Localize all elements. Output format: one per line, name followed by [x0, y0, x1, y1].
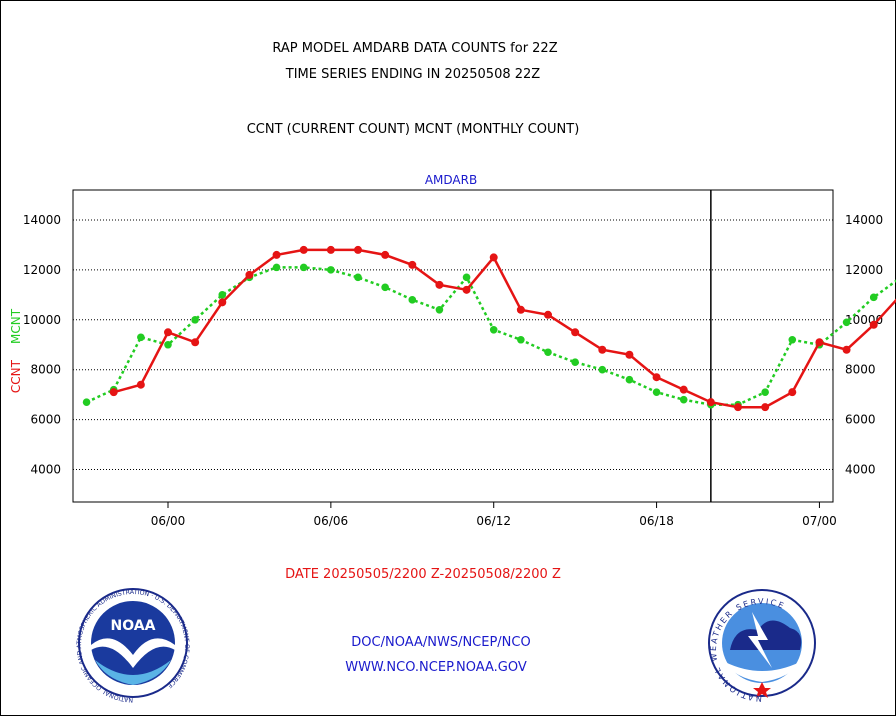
grid-lines [73, 219, 833, 471]
y-tick-label-right: 8000 [845, 363, 876, 377]
y-axis-label: CCNT MCNT [9, 308, 23, 393]
data-point-ccnt [408, 260, 417, 269]
chart-title-line2: TIME SERIES ENDING IN 20250508 22Z [285, 67, 541, 82]
data-point-mcnt [598, 365, 607, 374]
data-point-ccnt [299, 245, 308, 254]
plot-title: AMDARB [425, 173, 477, 187]
data-point-mcnt [354, 273, 362, 282]
nws-logo-icon: NATIONAL WEATHER SERVICE [708, 589, 816, 703]
data-point-mcnt [435, 306, 444, 314]
y-tick-label-left: 4000 [30, 463, 61, 477]
data-point-ccnt [815, 338, 824, 347]
data-point-ccnt [679, 385, 688, 394]
data-point-ccnt [164, 328, 172, 337]
data-point-ccnt [625, 350, 634, 359]
data-point-mcnt [137, 333, 145, 342]
data-point-mcnt [191, 315, 199, 324]
data-point-mcnt [842, 318, 851, 327]
y-tick-label-right: 4000 [845, 463, 876, 477]
series-ccnt [109, 245, 896, 412]
chart-subtitle: CCNT (CURRENT COUNT) MCNT (MONTHLY COUNT… [247, 122, 580, 137]
data-point-ccnt [489, 253, 498, 262]
plot-border [72, 189, 834, 503]
series-line-mcnt [86, 266, 896, 406]
y-tick-label-left: 8000 [30, 363, 61, 377]
data-point-mcnt [462, 273, 471, 282]
noaa-logo-icon: NOAA NATIONAL OCEANIC AND ATMOSPHERIC AD… [76, 588, 190, 703]
y-tick-label-right: 12000 [845, 263, 883, 277]
data-point-ccnt [544, 310, 552, 319]
data-point-mcnt [571, 358, 579, 367]
y-axis-label-ccnt: CCNT [9, 359, 23, 393]
data-point-mcnt [625, 375, 634, 384]
data-point-mcnt [272, 263, 281, 272]
data-point-ccnt [218, 298, 227, 307]
x-tick-label: 06/18 [639, 514, 674, 528]
data-point-ccnt [734, 403, 742, 412]
y-tick-label-left: 10000 [23, 313, 61, 327]
x-tick-label: 06/06 [314, 514, 349, 528]
noaa-logo-text: NOAA [111, 618, 156, 634]
organization-label: DOC/NOAA/NWS/NCEP/NCO [351, 635, 530, 650]
data-point-ccnt [191, 338, 200, 347]
data-point-ccnt [272, 250, 281, 259]
data-point-mcnt [164, 340, 172, 349]
data-point-ccnt [381, 250, 390, 259]
data-point-mcnt [218, 291, 227, 299]
x-tick-label: 06/00 [151, 514, 186, 528]
data-point-mcnt [489, 325, 498, 334]
data-point-ccnt [761, 403, 770, 412]
day-separators [710, 190, 712, 502]
data-point-ccnt [462, 285, 471, 294]
y-axis-label-mcnt: MCNT [9, 308, 23, 344]
data-point-ccnt [706, 398, 715, 407]
website-label: WWW.NCO.NCEP.NOAA.GOV [345, 660, 527, 675]
data-point-mcnt [869, 293, 878, 302]
data-point-mcnt [761, 388, 769, 396]
data-point-ccnt [788, 388, 797, 397]
y-tick-label-right: 6000 [845, 413, 876, 427]
data-point-ccnt [869, 320, 878, 329]
data-point-mcnt [517, 335, 525, 344]
data-point-mcnt [381, 283, 389, 292]
y-tick-label-right: 14000 [845, 213, 883, 227]
data-point-ccnt [435, 280, 444, 289]
data-point-ccnt [136, 380, 145, 389]
data-point-mcnt [544, 348, 552, 357]
chart-title-line1: RAP MODEL AMDARB DATA COUNTS for 22Z [272, 41, 557, 56]
x-tick-label: 07/00 [802, 514, 837, 528]
data-point-ccnt [842, 345, 851, 354]
y-tick-label-left: 14000 [23, 213, 61, 227]
data-point-mcnt [299, 263, 308, 272]
data-point-ccnt [245, 270, 254, 279]
x-tick-label: 06/12 [476, 514, 511, 528]
data-point-ccnt [326, 245, 335, 254]
y-tick-label-left: 12000 [23, 263, 61, 277]
data-point-mcnt [82, 398, 91, 406]
series-mcnt [82, 263, 896, 409]
data-point-mcnt [652, 388, 661, 396]
data-point-ccnt [652, 373, 661, 382]
series-line-ccnt [113, 248, 896, 409]
data-point-ccnt [109, 388, 118, 397]
data-point-ccnt [354, 245, 362, 254]
data-point-mcnt [408, 296, 417, 304]
y-tick-label-left: 6000 [30, 413, 61, 427]
data-point-mcnt [679, 395, 688, 404]
x-axis-ticks: 06/0006/0606/1206/1807/0007/0607/1207/18… [151, 502, 837, 528]
data-point-mcnt [788, 335, 797, 344]
data-point-ccnt [571, 328, 580, 337]
date-range-label: DATE 20250505/2200 Z-20250508/2200 Z [285, 567, 561, 582]
data-series [82, 245, 896, 412]
data-point-ccnt [516, 305, 525, 314]
data-point-ccnt [598, 345, 607, 354]
data-point-mcnt [327, 266, 335, 274]
